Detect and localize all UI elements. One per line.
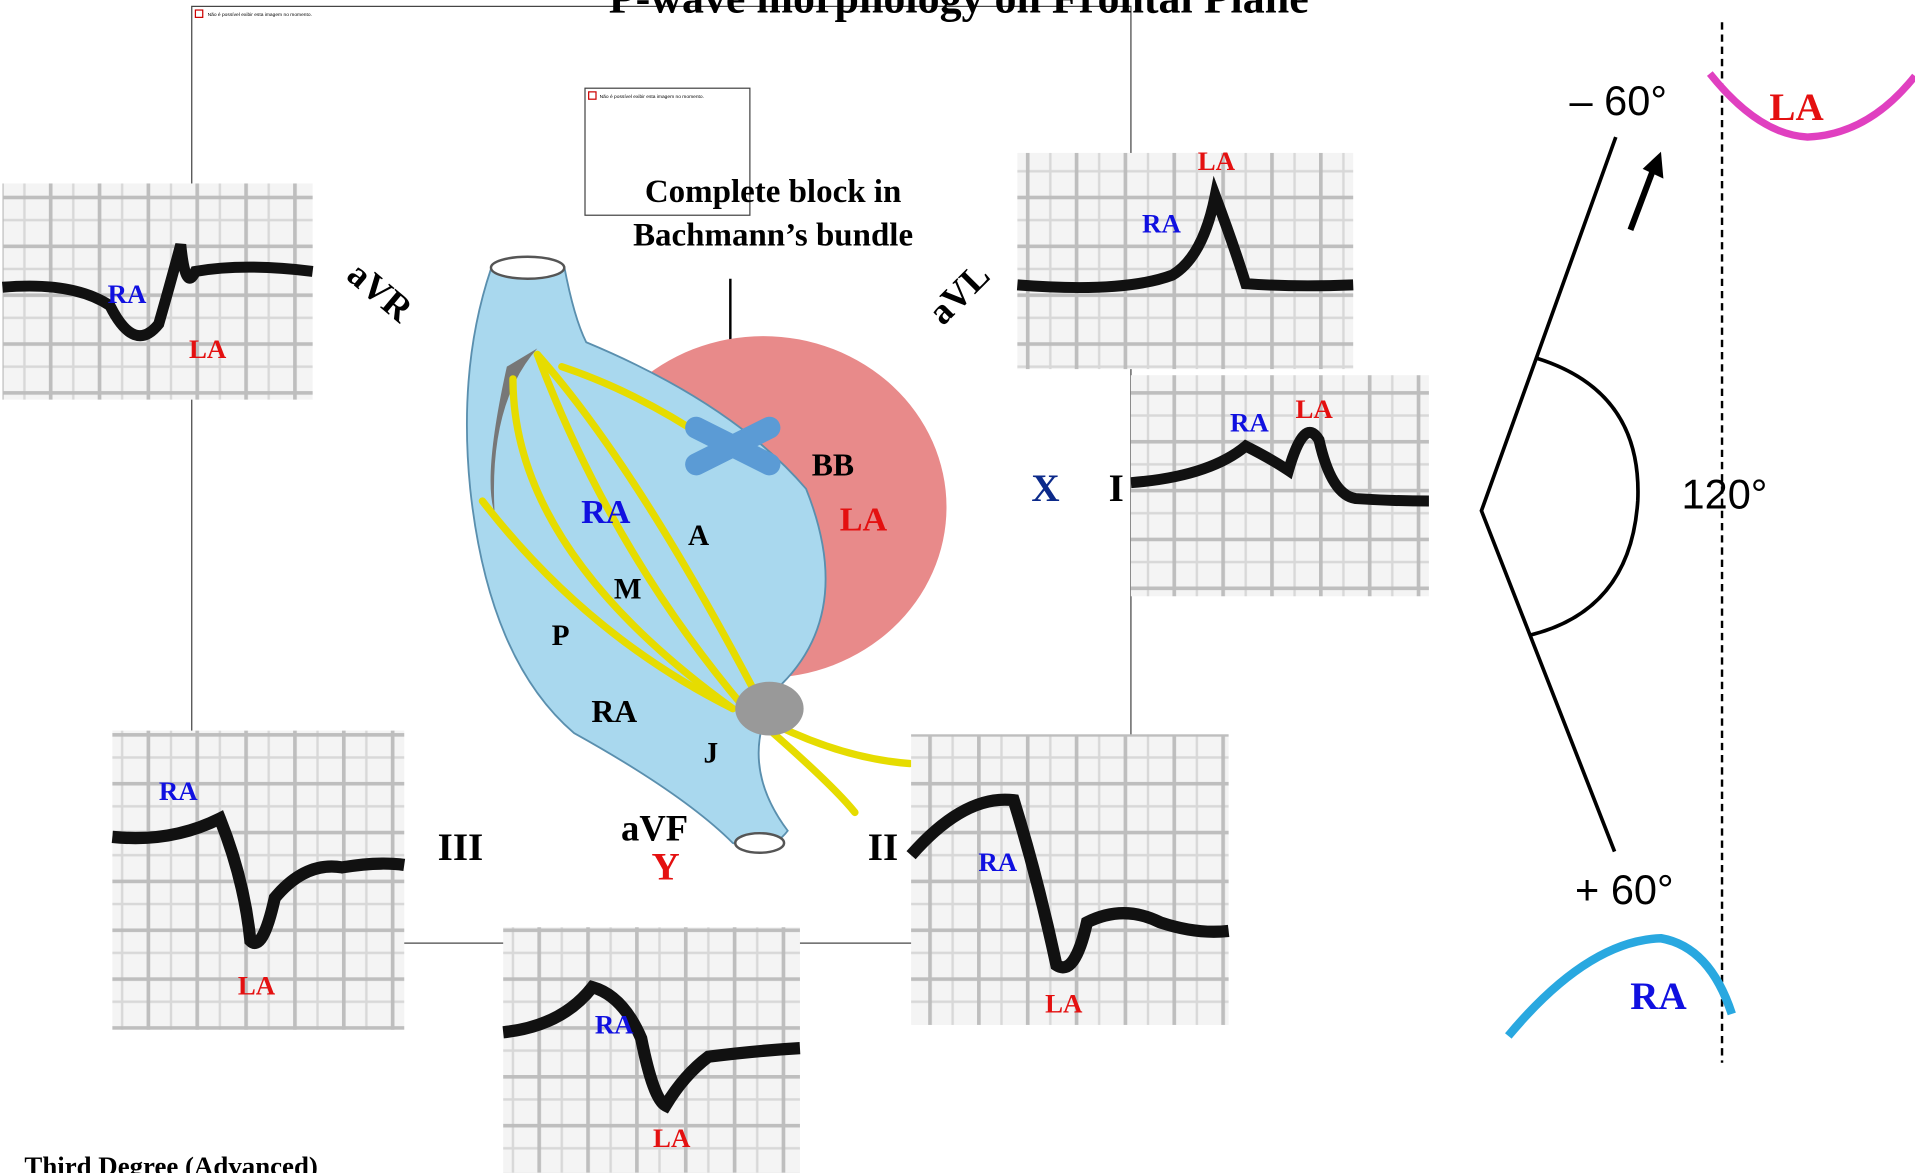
angle-label: + 60° (1575, 866, 1674, 913)
vein (735, 833, 784, 853)
anatomy-label: RA (581, 494, 631, 531)
axis-label: X (1031, 467, 1059, 510)
axis-label: Y (651, 846, 679, 889)
anatomy-label: A (688, 520, 709, 552)
wave-label: LA (1045, 989, 1083, 1019)
slide: P-wave morphology on Frontal Plane Não é… (0, 0, 1915, 1173)
lead-label: aVF (621, 808, 688, 849)
arrow (1630, 165, 1654, 230)
anatomy-label: J (703, 737, 718, 769)
placeholder: Não é possível exibir esta imagem no mom… (208, 12, 312, 18)
anatomy-label: RA (591, 694, 637, 729)
broken-icon (195, 10, 202, 17)
axis-lines (1481, 137, 1615, 851)
wave-label: LA (1295, 394, 1333, 424)
angle-label: 120° (1682, 470, 1768, 517)
ecg-strip (1131, 375, 1429, 596)
wave-label: LA (189, 334, 227, 364)
node (735, 682, 803, 736)
anatomy-label: P (552, 620, 570, 652)
wave-label: LA (1198, 146, 1236, 176)
broken-icon (589, 92, 596, 99)
wave-label: RA (595, 1009, 634, 1039)
placeholder: Não é possível exibir esta imagem no mom… (600, 94, 704, 100)
anatomy-label: M (614, 574, 642, 606)
wave-label: RA (1142, 208, 1181, 238)
lead-label: I (1109, 467, 1124, 510)
annotation: Bachmann’s bundle (633, 218, 913, 254)
wave-label: RA (978, 847, 1017, 877)
lead-label: aVL (920, 254, 998, 332)
lead-label: III (438, 826, 484, 869)
lead-label: aVR (340, 253, 421, 331)
vein (491, 257, 564, 279)
angle-arc (1529, 358, 1638, 635)
footer: Third Degree (Advanced) (24, 1151, 317, 1173)
angle-label: – 60° (1570, 77, 1667, 124)
anatomy-label: LA (840, 501, 888, 538)
ecg-strip (911, 734, 1229, 1025)
wave-label: RA (1230, 407, 1269, 437)
wave-label: RA (1630, 975, 1686, 1018)
wave-label: RA (108, 279, 147, 309)
wave-label: RA (159, 776, 198, 806)
wave-label: LA (1769, 86, 1823, 129)
title: P-wave morphology on Frontal Plane (609, 0, 1309, 22)
p-wave-ra (1508, 938, 1731, 1036)
anatomy-label: BB (812, 447, 854, 482)
lead-label: II (868, 826, 898, 869)
wave-label: LA (238, 970, 276, 1000)
wave-label: LA (653, 1123, 691, 1153)
annotation: Complete block in (645, 174, 901, 210)
